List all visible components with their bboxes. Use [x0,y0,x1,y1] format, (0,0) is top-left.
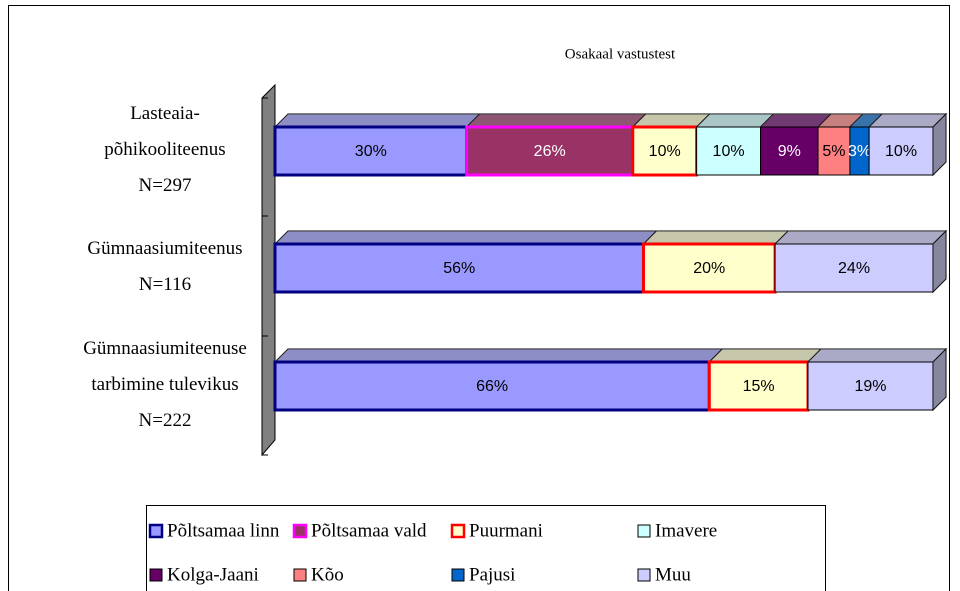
legend-label: Põltsamaa linn [167,520,280,541]
data-label: 24% [838,260,870,277]
legend-swatch [637,568,651,582]
bar [817,126,851,176]
bar-side-shade [933,231,946,292]
bar [273,125,469,177]
bar [641,242,777,294]
data-label: 20% [693,260,725,277]
data-label: 15% [743,378,775,395]
legend-label: Kõo [311,564,344,585]
chart-frame [8,5,950,591]
bar-side-shade [933,114,946,175]
bar-top-shade [818,114,863,127]
legend-swatch [450,523,466,539]
data-label: 19% [854,378,886,395]
bar-top-shade [775,231,946,244]
legend-label: Pajusi [469,564,515,585]
bar-top-shade [275,114,480,127]
legend-label: Imavere [655,520,717,541]
data-label: 10% [713,143,745,160]
category-label: Gümnaasiumiteenus N=116 [87,238,242,295]
bar [868,126,934,176]
data-label: 30% [355,143,387,160]
bar [696,126,762,176]
legend-swatch [149,568,163,582]
bar-top-shade [466,114,646,127]
legend-swatch [293,568,307,582]
bar-top-shade [275,231,657,244]
bar [774,243,934,293]
bar-top-shade [709,349,821,362]
legend-swatch [292,523,308,539]
bar-top-shade [696,114,774,127]
legend-swatch [148,523,164,539]
category-label: Lasteaia-põhikooliteenus N=297 [104,103,225,196]
legend [146,505,826,591]
legend-label: Põltsamaa vald [311,520,427,541]
bar-top-shade [869,114,946,127]
data-label: 10% [885,143,917,160]
back-wall [261,83,276,457]
bar-top-shade [643,231,789,244]
legend-swatch [451,568,465,582]
data-label: 3% [848,143,871,160]
bar [273,360,711,412]
bar-top-shade [807,349,946,362]
bar [807,361,934,411]
category-label: Gümnaasiumiteenuse tarbimine tulevikus N=2… [83,338,247,431]
bar-top-shade [760,114,832,127]
data-label: 5% [822,143,845,160]
bar [707,360,810,412]
legend-label: Puurmani [469,520,543,541]
data-label: 66% [476,378,508,395]
bar-top-shade [849,114,883,127]
data-label: 26% [534,143,566,160]
bar-top-shade [632,114,710,127]
data-label: 56% [443,260,475,277]
legend-swatch [637,524,651,538]
legend-label: Muu [655,564,691,585]
data-label: 9% [778,143,801,160]
bar-side-shade [933,349,946,410]
bar [273,242,645,294]
chart-title: Osakaal vastustest [565,46,676,62]
legend-label: Kolga-Jaani [167,564,259,585]
data-label: 10% [649,143,681,160]
bar-top-shade [275,349,723,362]
